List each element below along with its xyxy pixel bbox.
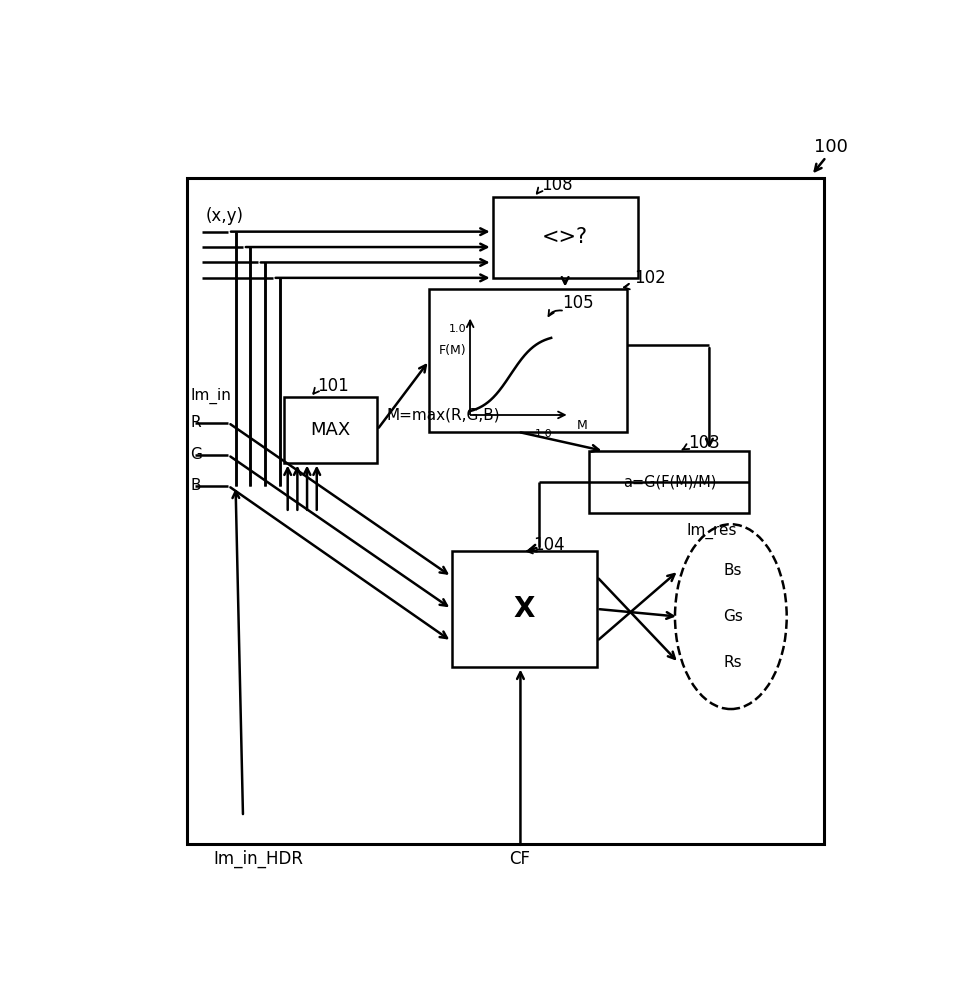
Text: 104: 104 [533,536,565,554]
Text: Rs: Rs [724,655,742,670]
Bar [452,551,597,667]
Text: 101: 101 [317,377,349,395]
Bar [284,397,377,463]
Text: X: X [513,595,535,623]
Text: M=max(R,G,B): M=max(R,G,B) [386,407,501,422]
Text: B: B [190,478,201,493]
Text: CF: CF [508,850,530,868]
Text: <>?: <>? [542,227,588,247]
Text: R: R [190,415,201,430]
Text: MAX: MAX [310,421,351,439]
Text: Gs: Gs [724,609,743,624]
Text: 105: 105 [562,294,594,312]
Text: 100: 100 [815,138,849,156]
Bar [493,197,638,278]
Text: (x,y): (x,y) [206,207,244,225]
Text: Im_in_HDR: Im_in_HDR [213,850,303,868]
Text: Bs: Bs [724,563,742,578]
Text: Im_res: Im_res [687,523,737,539]
Bar [430,289,627,432]
Bar [589,451,750,513]
Text: G: G [190,447,202,462]
Text: Im_in: Im_in [190,388,231,404]
Text: 102: 102 [634,269,666,287]
Text: 1.0: 1.0 [534,429,553,439]
Text: 103: 103 [688,434,720,452]
Ellipse shape [675,524,787,709]
Text: a=G(F(M)/M): a=G(F(M)/M) [623,474,716,489]
Text: M: M [577,419,587,432]
Text: 108: 108 [541,176,573,194]
Bar [187,178,824,844]
Text: F(M): F(M) [439,344,466,357]
Text: 1.0: 1.0 [449,324,466,334]
